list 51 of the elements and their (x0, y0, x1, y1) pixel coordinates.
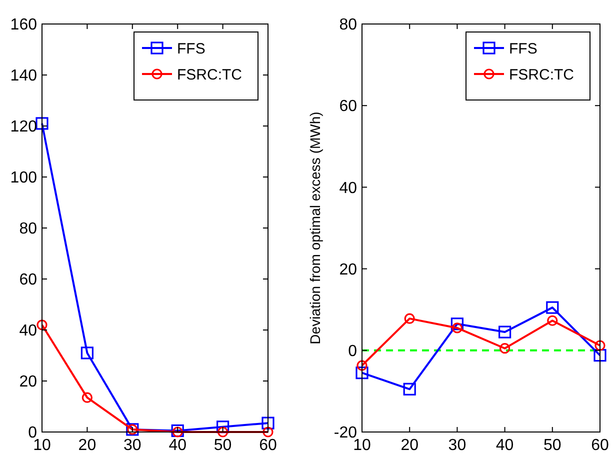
y-tick-label: 0 (348, 343, 358, 360)
point (450, 318, 464, 330)
point (218, 426, 228, 438)
x-tick-label: 20 (78, 437, 96, 454)
x-tick-label: 60 (591, 437, 609, 454)
point (546, 301, 559, 314)
legend-label: FSRC:TC (509, 66, 574, 84)
y-tick-label: 160 (10, 16, 38, 34)
legend-label: FFS (509, 40, 538, 58)
y-tick-label: 80 (339, 16, 358, 34)
x-tick-label: 20 (400, 437, 419, 454)
x-tick-label: 10 (353, 437, 371, 454)
y-tick-label: 40 (339, 180, 358, 197)
point (500, 343, 510, 354)
point (262, 426, 274, 438)
legend-label: FSRC:TC (177, 66, 242, 84)
y-tick-label: 40 (19, 322, 38, 340)
y-tick-label: 60 (19, 272, 38, 289)
point (498, 326, 512, 338)
point (594, 340, 606, 351)
x-tick-label: 40 (168, 437, 187, 454)
point (172, 426, 183, 438)
x-tick-label: 40 (496, 437, 514, 454)
y-tick-label: 120 (10, 118, 38, 136)
y-tick-label: 80 (19, 220, 38, 238)
point (404, 313, 415, 324)
y-tick-label: 140 (10, 68, 38, 85)
point (80, 346, 94, 360)
x-tick-label: 10 (33, 437, 51, 454)
legend-label: FFS (177, 40, 206, 58)
point (36, 320, 48, 330)
x-tick-label: 50 (544, 437, 562, 454)
point (356, 366, 368, 380)
point (452, 322, 462, 334)
point (82, 392, 92, 403)
point (262, 416, 274, 430)
y-tick-label: 100 (10, 170, 38, 187)
point (171, 424, 184, 438)
x-tick-label: 60 (259, 437, 277, 454)
point (594, 348, 606, 362)
point (356, 360, 368, 371)
point (36, 117, 48, 130)
point (547, 315, 558, 326)
x-tick-label: 50 (214, 437, 232, 454)
x-tick-label: 30 (448, 437, 466, 454)
y-axis-title: Deviation from optimal excess (MWh) (307, 112, 323, 344)
y-tick-label: 20 (339, 261, 358, 278)
point (403, 382, 416, 396)
y-tick-label: 20 (19, 374, 38, 391)
y-tick-label: 60 (339, 98, 358, 116)
x-tick-label: 30 (124, 437, 142, 454)
